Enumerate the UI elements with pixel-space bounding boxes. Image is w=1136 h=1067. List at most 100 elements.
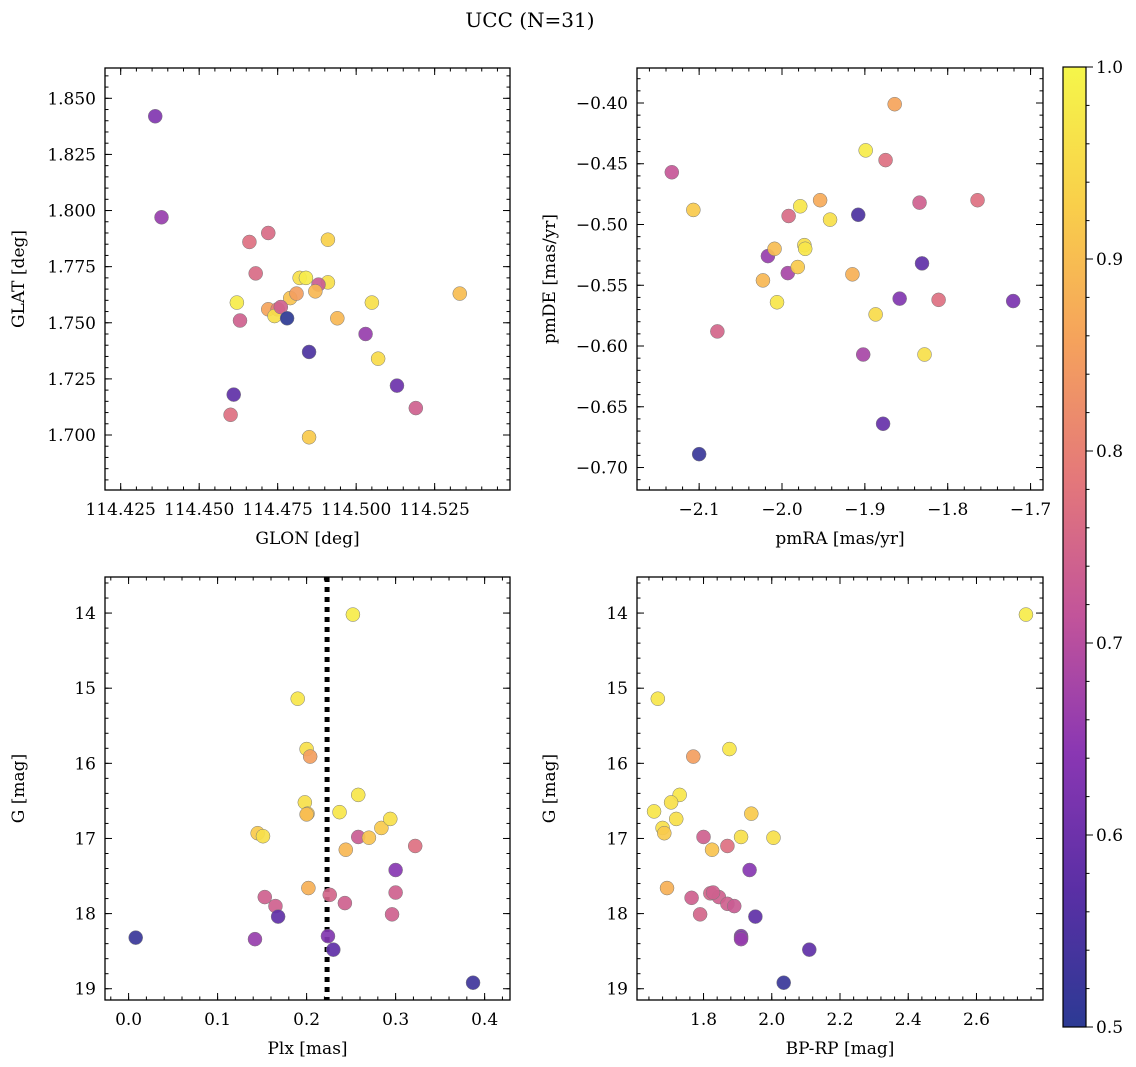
data-point (892, 291, 907, 306)
data-point (692, 907, 708, 922)
data-point (686, 749, 701, 764)
y-axis-label: G [mag] (9, 754, 29, 823)
y-tick-label: 15 (74, 679, 96, 699)
data-point (755, 273, 771, 288)
data-point (917, 347, 932, 362)
data-point (802, 942, 817, 957)
data-point (408, 400, 424, 416)
data-point (710, 324, 725, 339)
colorbar-tick-label: 0.6 (1096, 826, 1123, 846)
axes-frame (636, 576, 1044, 1001)
y-axis-label: G [mag] (540, 754, 560, 823)
x-tick-label: 114.425 (86, 500, 156, 520)
ticks (637, 68, 1043, 490)
y-tick-label: −0.40 (576, 94, 628, 114)
data-point (370, 351, 386, 366)
data-point (1018, 607, 1034, 622)
data-point (742, 862, 757, 878)
data-point (279, 311, 295, 326)
data-point (389, 378, 405, 393)
y-tick-label: 15 (606, 679, 628, 699)
y-tick-label: −0.45 (576, 155, 628, 175)
scatter-points (147, 109, 468, 445)
y-tick-label: 19 (74, 980, 96, 1000)
x-tick-label: −1.9 (844, 500, 885, 520)
data-point (792, 199, 808, 214)
x-tick-label: 1.8 (690, 1010, 717, 1030)
colorbar-tick-label: 0.7 (1096, 634, 1123, 654)
panel-plx_g: 0.0 0.1 0.2 0.3 0.4 14 15 16 17 18 19 Plx [mas] G [m… (9, 576, 511, 1059)
data-point (659, 880, 675, 896)
scatter-points (664, 96, 1021, 462)
data-point (696, 829, 711, 845)
data-point (855, 347, 871, 362)
ticks (105, 577, 510, 1000)
data-point (914, 256, 930, 271)
data-point (684, 890, 699, 906)
y-tick-label: −0.55 (576, 276, 628, 296)
data-point (147, 109, 163, 124)
x-tick-label: 0.1 (204, 1010, 231, 1030)
data-point (878, 152, 893, 168)
data-point (248, 266, 263, 281)
x-tick-label: 114.475 (243, 500, 313, 520)
data-point (875, 416, 891, 432)
data-point (273, 299, 289, 315)
data-point (970, 192, 985, 208)
data-point (657, 825, 672, 841)
data-point (868, 307, 883, 322)
data-point (301, 430, 317, 445)
data-point (812, 192, 828, 208)
data-point (308, 284, 323, 299)
data-point (128, 930, 143, 945)
data-point (704, 842, 720, 857)
data-point (664, 165, 680, 180)
y-tick-label: 1.850 (47, 89, 96, 109)
y-axis-label: GLAT [deg] (9, 230, 29, 328)
data-point (290, 691, 305, 706)
data-point (931, 292, 946, 308)
data-point (358, 326, 373, 342)
data-point (766, 830, 781, 845)
y-tick-label: −0.60 (576, 337, 628, 357)
axes-frame (104, 576, 511, 1001)
colorbar-tick-label: 0.5 (1096, 1018, 1123, 1038)
data-point (326, 942, 341, 957)
ticks (104, 68, 510, 490)
axes-frame (636, 67, 1044, 491)
data-point (322, 887, 338, 903)
data-point (361, 830, 377, 845)
data-point (388, 885, 403, 900)
data-point (465, 975, 481, 990)
figure-title: UCC (N=31) (465, 8, 594, 32)
x-tick-label: −2.1 (679, 500, 720, 520)
data-point (858, 143, 873, 158)
x-tick-label: 114.525 (399, 500, 469, 520)
data-point (650, 691, 666, 706)
x-tick-label: −2.0 (761, 500, 802, 520)
colorbar-tick-label: 1.0 (1096, 58, 1123, 78)
data-point (226, 387, 241, 402)
data-point (364, 295, 380, 310)
x-axis-label: Plx [mas] (267, 1039, 347, 1059)
data-point (154, 210, 169, 225)
data-point (270, 909, 286, 924)
data-point (374, 820, 389, 836)
panel-glon_glat: 114.425 114.450 114.475 114.500 114.525 1.700… (9, 67, 511, 549)
x-tick-label: 0.2 (293, 1010, 320, 1030)
data-point (790, 259, 805, 275)
x-tick-label: 2.2 (826, 1010, 853, 1030)
data-point (320, 232, 336, 247)
data-point (726, 898, 742, 914)
x-tick-label: 114.450 (164, 500, 234, 520)
data-point (691, 446, 707, 462)
y-axis-label: pmDE [mas/yr] (540, 214, 560, 344)
data-point (289, 286, 304, 301)
y-tick-label: 16 (606, 754, 628, 774)
colorbar-ticks: 0.5 0.6 0.7 0.8 0.9 1.0 (1086, 58, 1123, 1038)
data-point (822, 212, 838, 227)
scatter-points (128, 607, 481, 990)
data-point (301, 880, 316, 896)
data-point (229, 295, 245, 310)
